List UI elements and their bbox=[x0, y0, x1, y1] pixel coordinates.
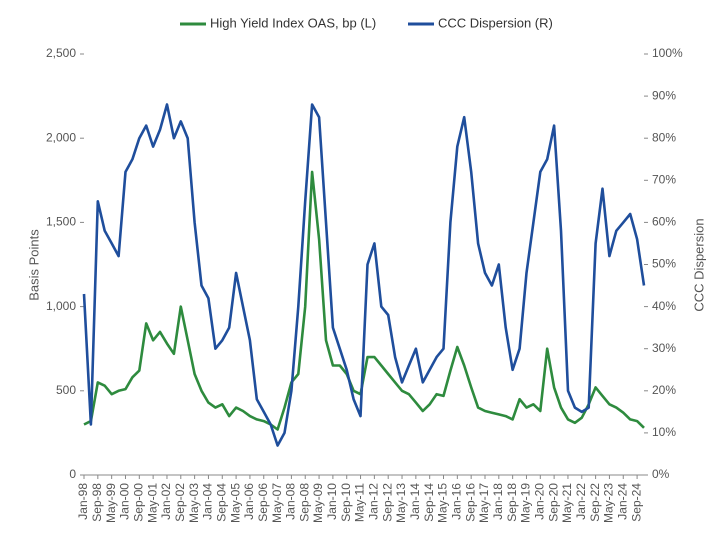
x-tick-label: Jan-22 bbox=[574, 483, 588, 520]
y2-tick-label: 100% bbox=[652, 46, 683, 60]
x-tick-label: May-23 bbox=[602, 483, 616, 523]
y-axis-title: Basis Points bbox=[26, 229, 41, 301]
x-tick-label: Jan-04 bbox=[201, 483, 215, 520]
series-line bbox=[83, 170, 645, 431]
x-tick-label: May-15 bbox=[436, 483, 450, 523]
y2-tick-label: 40% bbox=[652, 299, 676, 313]
x-tick-label: Sep-22 bbox=[588, 483, 602, 522]
y2-tick-label: 20% bbox=[652, 383, 676, 397]
x-tick-label: May-11 bbox=[353, 483, 367, 522]
y2-tick-label: 0% bbox=[652, 467, 670, 481]
x-tick-label: Sep-04 bbox=[214, 483, 228, 522]
legend-label: High Yield Index OAS, bp (L) bbox=[210, 15, 376, 30]
y2-tick-label: 90% bbox=[652, 88, 676, 102]
y-tick-label: 0 bbox=[69, 467, 76, 481]
y2-axis-title: CCC Dispersion bbox=[691, 218, 706, 311]
x-tick-label: Sep-08 bbox=[297, 483, 311, 522]
legend: High Yield Index OAS, bp (L) CCC Dispersi… bbox=[180, 15, 553, 30]
x-tick-label: May-19 bbox=[519, 483, 533, 523]
y-tick-label: 2,000 bbox=[46, 130, 76, 144]
x-tick-label: Jan-98 bbox=[76, 483, 90, 520]
y-tick-label: 1,000 bbox=[46, 299, 76, 313]
legend-label: CCC Dispersion (R) bbox=[438, 15, 553, 30]
x-tick-label: Sep-24 bbox=[629, 483, 643, 522]
y2-tick-label: 50% bbox=[652, 257, 676, 271]
x-tick-label: Sep-10 bbox=[339, 483, 353, 522]
x-tick-label: Sep-00 bbox=[131, 483, 145, 522]
y2-tick-label: 80% bbox=[652, 130, 676, 144]
x-tick-label: Sep-16 bbox=[463, 483, 477, 522]
x-tick-label: Jan-20 bbox=[532, 483, 546, 520]
x-tick-label: Sep-12 bbox=[380, 483, 394, 522]
x-tick-label: Jan-16 bbox=[450, 483, 464, 520]
y2-tick-label: 60% bbox=[652, 215, 676, 229]
x-tick-label: May-17 bbox=[477, 483, 491, 523]
x-tick-label: May-03 bbox=[187, 483, 201, 523]
x-tick-label: Jan-02 bbox=[159, 483, 173, 520]
x-tick-label: Jan-24 bbox=[615, 483, 629, 520]
y2-tick-label: 30% bbox=[652, 341, 676, 355]
series-line bbox=[82, 103, 646, 447]
x-tick-label: Jan-18 bbox=[491, 483, 505, 520]
x-tick-label: Sep-14 bbox=[422, 483, 436, 522]
x-tick-label: Sep-20 bbox=[546, 483, 560, 522]
x-tick-label: May-13 bbox=[394, 483, 408, 523]
y2-tick-label: 70% bbox=[652, 172, 676, 186]
x-tick-label: May-01 bbox=[145, 483, 159, 523]
x-tick-label: May-09 bbox=[311, 483, 325, 523]
x-tick-label: Sep-06 bbox=[256, 483, 270, 522]
x-tick-label: Jan-08 bbox=[284, 483, 298, 520]
x-tick-label: Sep-02 bbox=[173, 483, 187, 522]
x-tick-label: Sep-18 bbox=[505, 483, 519, 522]
x-tick-label: Jan-00 bbox=[118, 483, 132, 520]
x-tick-label: Sep-98 bbox=[90, 483, 104, 522]
x-tick-label: May-99 bbox=[104, 483, 118, 523]
y-tick-label: 1,500 bbox=[46, 215, 76, 229]
y-tick-label: 2,500 bbox=[46, 46, 76, 60]
x-tick-label: Jan-10 bbox=[325, 483, 339, 520]
x-tick-label: May-21 bbox=[560, 483, 574, 523]
x-tick-label: May-07 bbox=[270, 483, 284, 523]
x-tick-label: Jan-12 bbox=[367, 483, 381, 520]
x-tick-label: May-05 bbox=[228, 483, 242, 523]
x-tick-label: Jan-06 bbox=[242, 483, 256, 520]
x-tick-label: Jan-14 bbox=[408, 483, 422, 520]
y2-tick-label: 10% bbox=[652, 425, 676, 439]
y-tick-label: 500 bbox=[56, 383, 76, 397]
